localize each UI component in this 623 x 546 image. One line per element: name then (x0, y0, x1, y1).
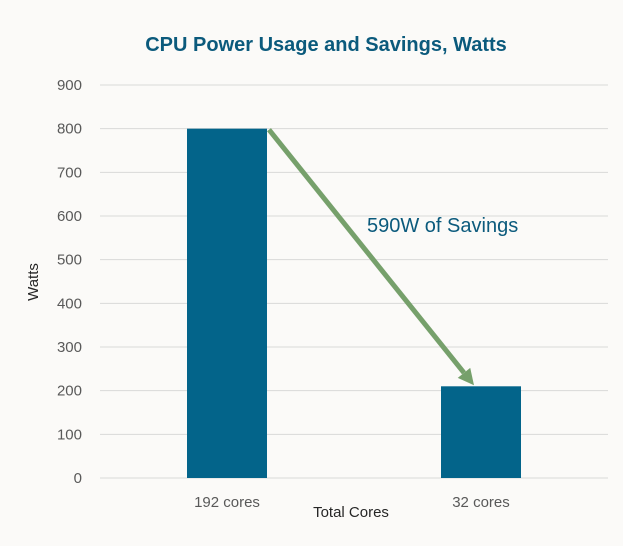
y-tick-label: 800 (57, 121, 82, 138)
gridlines (100, 84, 608, 479)
bar-192-cores (187, 128, 267, 478)
x-tick-label: 32 cores (452, 494, 510, 511)
x-tick-labels: 192 cores 32 cores (194, 494, 510, 511)
x-tick-label: 192 cores (194, 494, 260, 511)
y-tick-label: 300 (57, 339, 82, 356)
y-tick-label: 0 (74, 470, 82, 487)
bars (187, 128, 521, 478)
y-tick-label: 200 (57, 383, 82, 400)
y-axis-label: Watts (25, 263, 42, 301)
y-tick-label: 400 (57, 295, 82, 312)
y-tick-label: 100 (57, 426, 82, 443)
y-tick-labels: 0 100 200 300 400 500 600 700 800 900 (57, 77, 82, 487)
y-tick-label: 500 (57, 252, 82, 269)
arrow-shaft (267, 128, 466, 375)
chart-title: CPU Power Usage and Savings, Watts (145, 34, 507, 56)
savings-annotation (267, 128, 474, 386)
y-tick-label: 600 (57, 208, 82, 225)
arrow-head (457, 367, 474, 386)
y-tick-label: 700 (57, 164, 82, 181)
annotation-label: 590W of Savings (367, 215, 518, 237)
x-axis-label: Total Cores (313, 504, 389, 521)
y-tick-label: 900 (57, 77, 82, 94)
bar-32-cores (441, 386, 521, 478)
